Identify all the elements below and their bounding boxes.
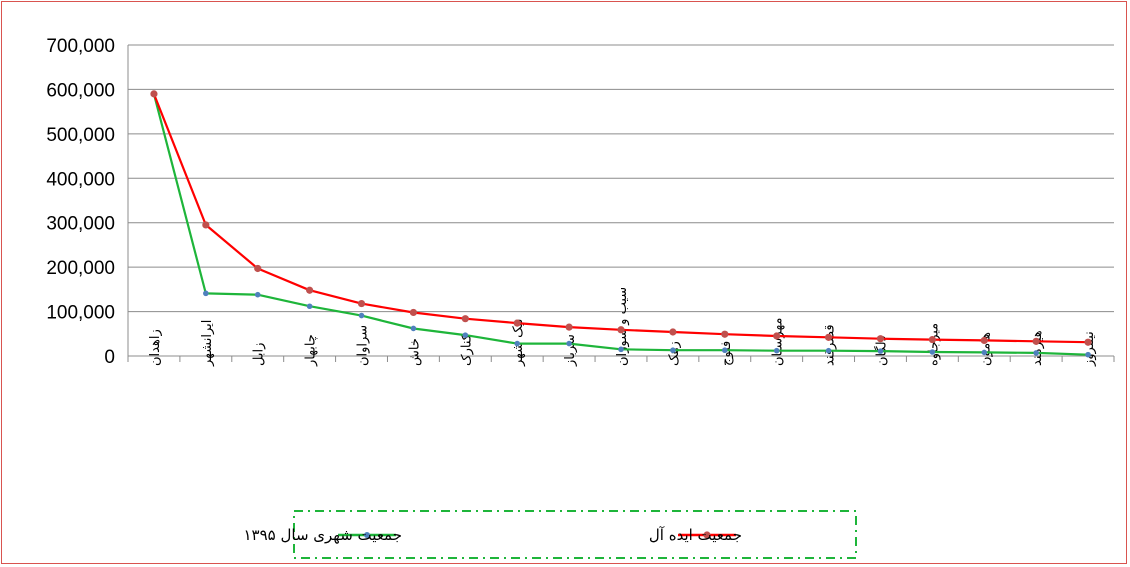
data-point — [618, 346, 624, 353]
data-point — [773, 332, 781, 340]
data-point — [617, 326, 625, 334]
data-point — [981, 349, 988, 356]
y-axis-ticks: 0 100,000 200,000 300,000 400,000 500,000 600,… — [46, 36, 115, 368]
data-point — [980, 336, 988, 345]
x-tick-label: نیمروز — [1082, 331, 1097, 367]
legend-box — [293, 510, 857, 559]
data-point — [254, 291, 261, 298]
legend-item-ideal: جمعیت ایده آل — [649, 526, 742, 544]
data-point — [1084, 338, 1092, 346]
data-point — [203, 290, 209, 297]
x-tick-label: زابل — [252, 343, 267, 366]
y-tick-label: 400,000 — [46, 169, 115, 190]
x-tick-label: قصرقند — [823, 324, 838, 366]
y-tick-label: 700,000 — [46, 36, 115, 57]
y-tick-label: 300,000 — [46, 214, 115, 235]
legend: جمعیت ایده آل جمعیت شهری سال ۱۳۹۵ — [243, 510, 857, 559]
data-point — [306, 286, 314, 294]
data-point — [928, 335, 936, 344]
x-tick-label: مهرستان — [771, 318, 786, 366]
axes — [127, 45, 1115, 362]
data-point — [462, 332, 469, 338]
legend-label-ideal: جمعیت ایده آل — [649, 526, 742, 544]
data-point — [1032, 337, 1040, 345]
data-point — [669, 328, 677, 336]
x-tick-label: چابهار — [304, 334, 319, 367]
x-tick-label: ایرانشهر — [200, 320, 215, 367]
data-point — [877, 348, 884, 354]
y-tick-label: 0 — [104, 347, 115, 368]
data-point — [721, 347, 728, 354]
data-point — [410, 325, 417, 332]
data-point — [358, 312, 365, 319]
data-point — [150, 90, 158, 98]
data-point — [202, 221, 210, 229]
data-point — [824, 333, 833, 341]
x-tick-label: خاش — [407, 338, 422, 366]
data-point — [513, 319, 521, 327]
x-tick-label: میرجاوه — [926, 323, 941, 366]
x-tick-label: کنارک — [459, 333, 474, 366]
legend-item-urban-1395: جمعیت شهری سال ۱۳۹۵ — [243, 526, 402, 544]
data-point — [565, 323, 573, 331]
data-point — [357, 299, 366, 308]
data-point — [514, 340, 521, 347]
data-point — [1085, 351, 1091, 358]
x-tick-label: هیرمند — [1030, 330, 1045, 366]
x-tick-label: سرباز — [563, 334, 578, 367]
data-point — [670, 347, 676, 354]
gridlines — [128, 44, 1114, 313]
data-point — [721, 330, 729, 338]
data-point — [876, 335, 885, 343]
legend-marker-ideal — [703, 531, 711, 539]
data-point — [1033, 350, 1039, 356]
series-group — [150, 90, 1092, 358]
data-point — [254, 264, 262, 273]
x-tick-label: فنوج — [719, 341, 734, 366]
data-point — [461, 315, 469, 323]
x-tick-label: زاهدان — [148, 329, 163, 366]
data-point — [929, 349, 936, 355]
y-tick-label: 500,000 — [46, 125, 115, 146]
x-tick-label: زهک — [667, 341, 682, 366]
y-tick-label: 200,000 — [46, 258, 115, 279]
x-tick-label: هامون — [978, 332, 993, 366]
legend-marker-urban-1395 — [364, 532, 370, 538]
data-point — [566, 340, 572, 347]
data-point — [773, 347, 780, 354]
x-tick-label: سراوان — [356, 325, 371, 366]
legend-label-urban-1395: جمعیت شهری سال ۱۳۹۵ — [243, 526, 402, 544]
data-point — [306, 303, 313, 310]
y-tick-label: 100,000 — [46, 303, 115, 324]
x-tick-label: سیب و سوران — [615, 287, 630, 366]
y-tick-label: 600,000 — [46, 80, 115, 101]
data-point — [409, 308, 418, 317]
data-point — [825, 347, 832, 354]
